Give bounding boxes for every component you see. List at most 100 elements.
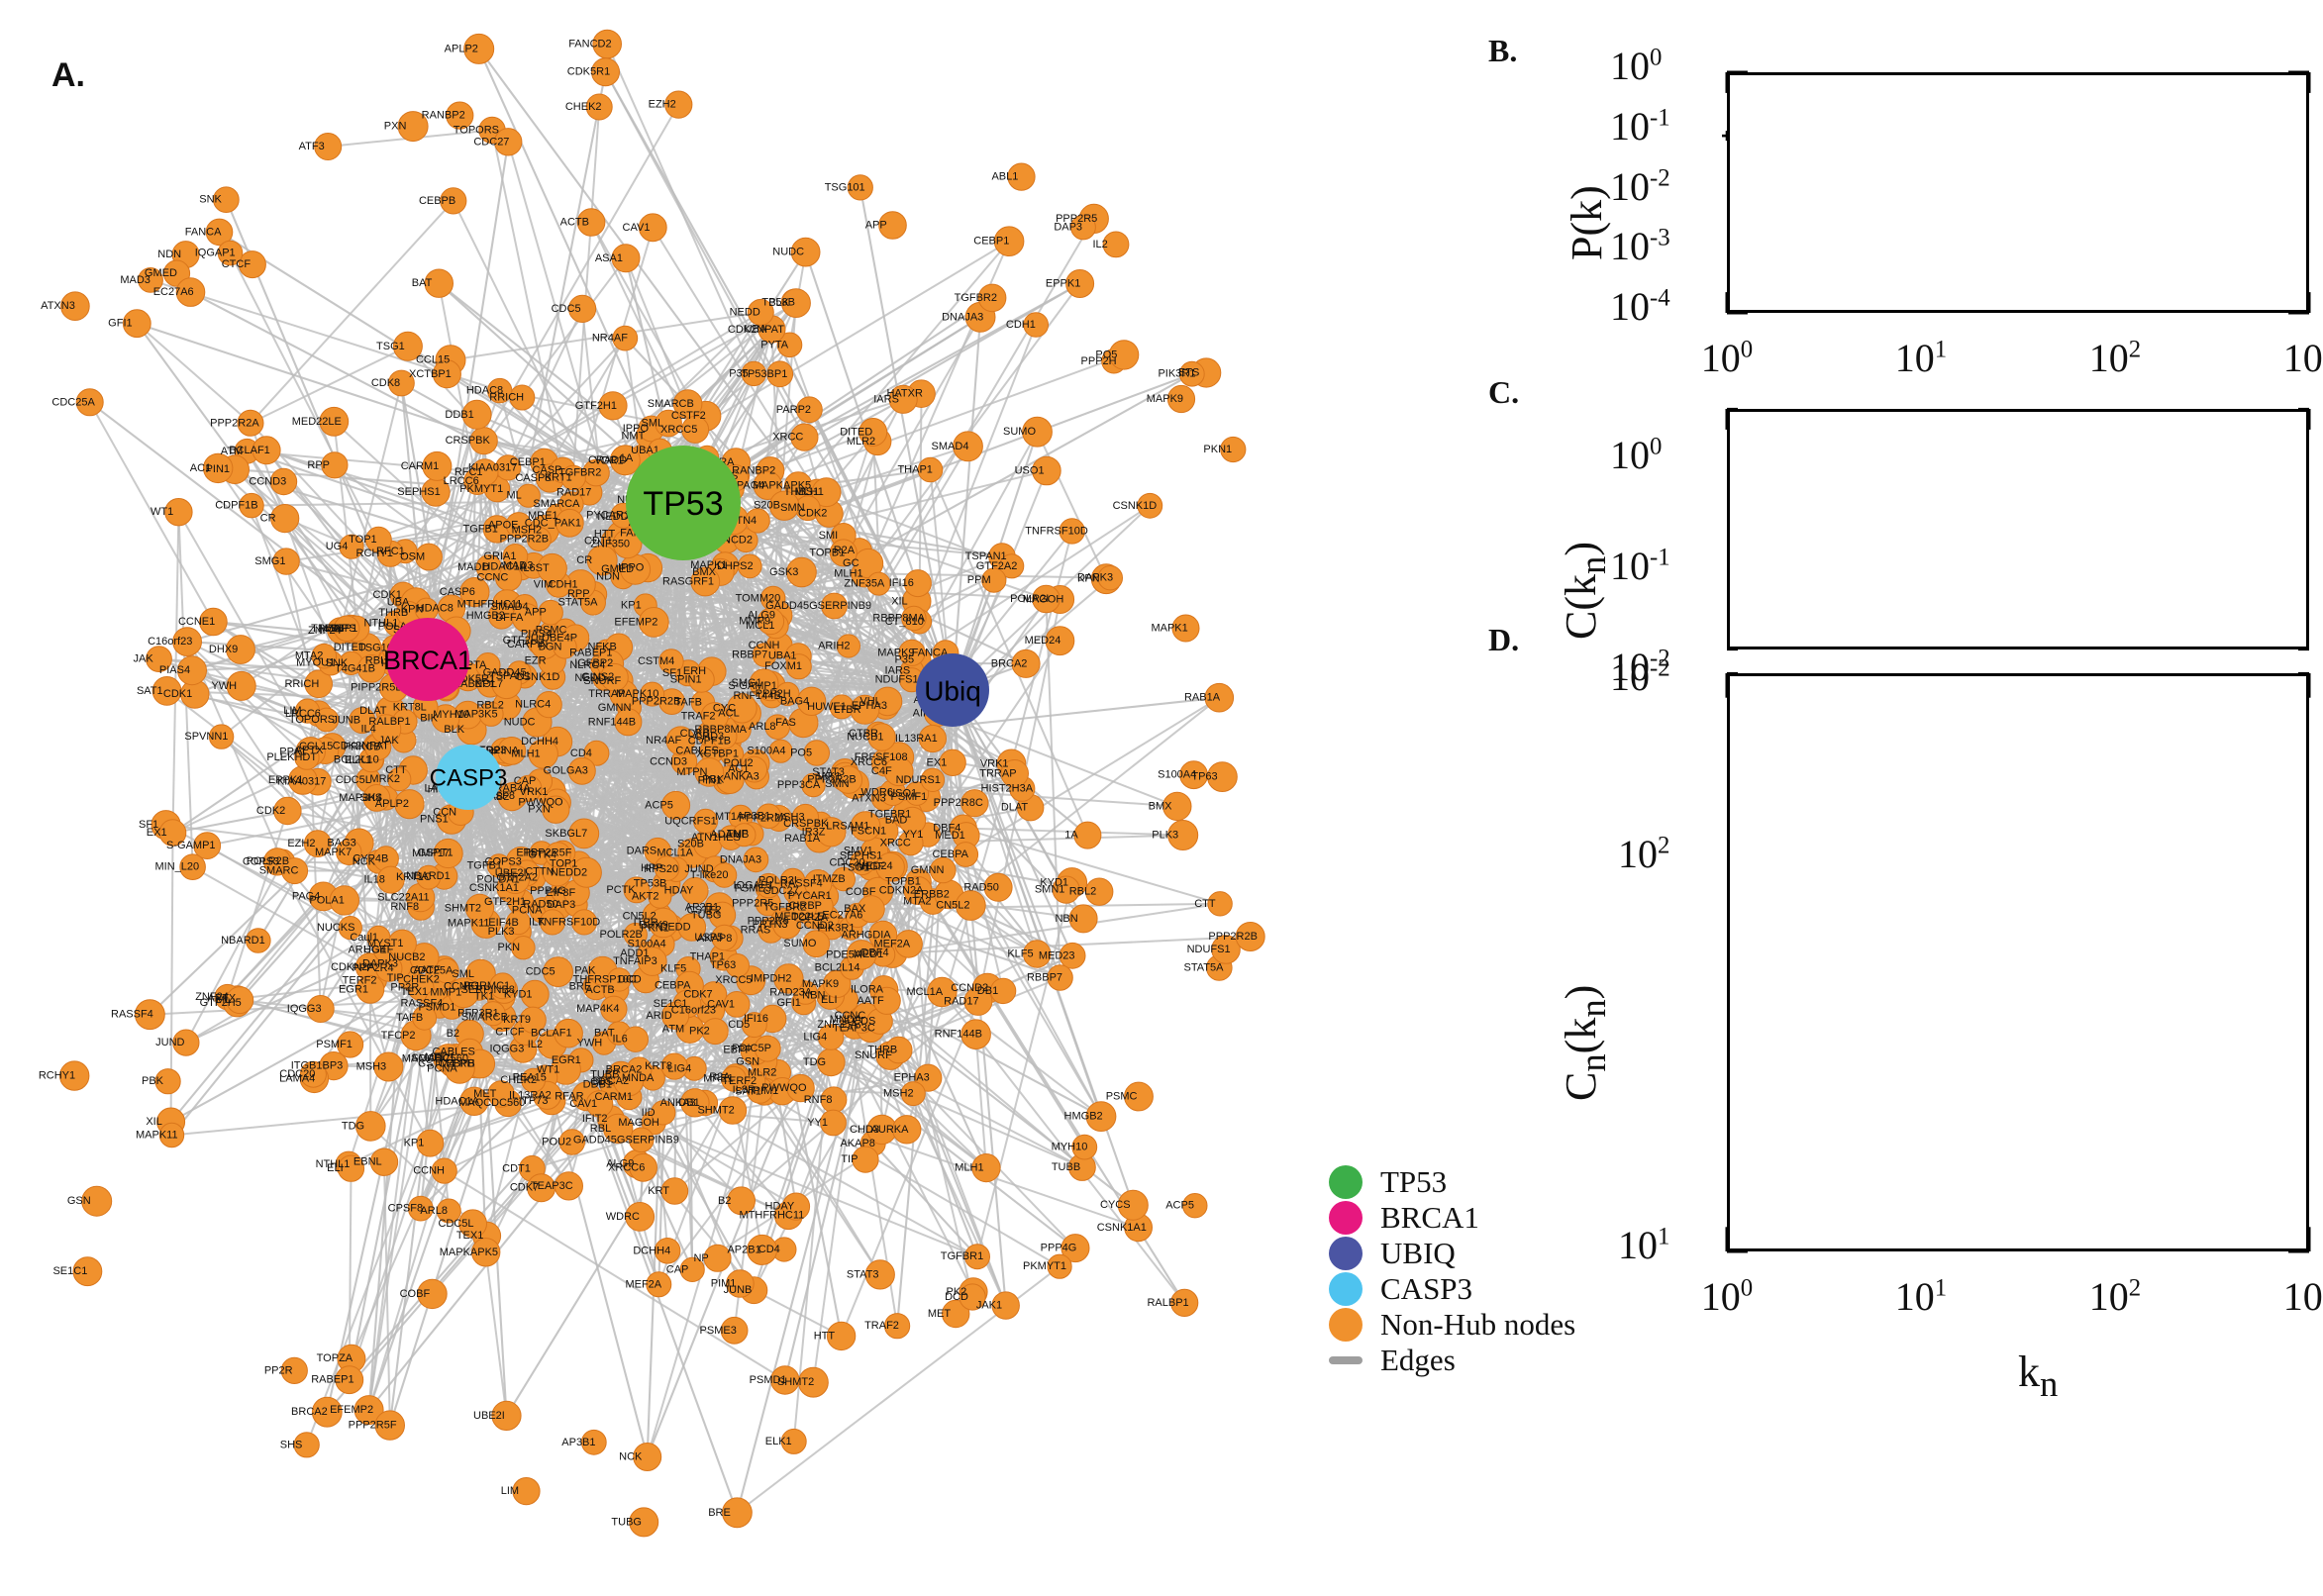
network-node[interactable]	[394, 789, 425, 820]
network-node[interactable]	[542, 795, 570, 824]
network-node[interactable]	[474, 652, 501, 678]
network-node[interactable]	[654, 855, 680, 881]
network-node[interactable]	[431, 1157, 457, 1184]
network-node[interactable]	[756, 872, 781, 899]
network-node[interactable]	[362, 784, 391, 812]
network-node[interactable]	[821, 592, 848, 620]
network-node[interactable]	[732, 823, 757, 848]
network-node[interactable]	[613, 1065, 645, 1097]
network-node[interactable]	[304, 669, 334, 699]
network-node[interactable]	[711, 862, 738, 888]
network-node[interactable]	[294, 745, 320, 770]
network-node[interactable]	[857, 895, 885, 924]
network-node[interactable]	[433, 838, 463, 869]
network-node[interactable]	[791, 803, 820, 832]
network-node[interactable]	[623, 876, 651, 904]
network-node[interactable]	[407, 973, 435, 1002]
network-node[interactable]	[640, 681, 665, 707]
network-node[interactable]	[392, 331, 423, 361]
network-node[interactable]	[459, 1086, 489, 1117]
network-node[interactable]	[370, 714, 402, 745]
network-node[interactable]	[567, 756, 596, 785]
network-node[interactable]	[1073, 821, 1102, 849]
network-node[interactable]	[415, 543, 443, 571]
network-node[interactable]	[660, 1052, 688, 1080]
network-node[interactable]	[803, 869, 833, 898]
network-node[interactable]	[680, 1088, 710, 1118]
network-node[interactable]	[801, 772, 826, 798]
network-node[interactable]	[554, 1018, 583, 1048]
network-node[interactable]	[623, 922, 648, 948]
network-node[interactable]	[535, 691, 562, 719]
network-node[interactable]	[272, 548, 300, 575]
network-node[interactable]	[888, 384, 918, 414]
network-node[interactable]	[927, 976, 958, 1008]
network-node[interactable]	[688, 666, 715, 693]
network-node[interactable]	[894, 930, 923, 958]
network-node[interactable]	[1032, 584, 1060, 614]
network-node[interactable]	[831, 866, 856, 892]
network-node[interactable]	[658, 648, 684, 674]
network-node[interactable]	[625, 1202, 656, 1232]
network-node[interactable]	[407, 1195, 434, 1222]
network-node[interactable]	[511, 936, 536, 960]
network-node[interactable]	[752, 643, 777, 667]
network-node[interactable]	[654, 1238, 681, 1264]
network-node[interactable]	[883, 756, 914, 787]
network-node[interactable]	[570, 909, 598, 936]
network-node[interactable]	[786, 1073, 815, 1103]
network-node[interactable]	[898, 806, 927, 835]
network-node[interactable]	[677, 913, 707, 942]
network-node[interactable]	[193, 832, 222, 859]
network-node[interactable]	[816, 817, 847, 848]
network-node[interactable]	[422, 450, 453, 481]
network-node[interactable]	[661, 790, 691, 820]
network-node[interactable]	[303, 830, 332, 857]
network-node[interactable]	[920, 767, 946, 792]
network-node[interactable]	[786, 556, 817, 588]
network-node[interactable]	[586, 545, 618, 576]
network-node[interactable]	[610, 445, 641, 476]
network-node[interactable]	[337, 1154, 365, 1182]
network-node[interactable]	[614, 708, 643, 737]
network-node[interactable]	[776, 332, 803, 358]
network-node[interactable]	[555, 508, 584, 538]
network-node[interactable]	[545, 842, 571, 868]
network-node[interactable]	[637, 947, 667, 976]
network-node[interactable]	[333, 615, 360, 643]
network-node[interactable]	[850, 811, 881, 842]
network-node[interactable]	[497, 782, 527, 812]
network-node[interactable]	[867, 723, 896, 751]
network-node[interactable]	[464, 893, 495, 923]
network-node[interactable]	[754, 1035, 781, 1062]
network-node[interactable]	[898, 639, 926, 666]
network-node[interactable]	[1023, 940, 1052, 968]
network-node[interactable]	[600, 662, 629, 692]
network-node[interactable]	[502, 544, 529, 569]
network-node[interactable]	[506, 910, 531, 936]
network-node[interactable]	[700, 981, 728, 1008]
network-node[interactable]	[711, 924, 738, 951]
network-node[interactable]	[448, 977, 479, 1009]
network-node[interactable]	[787, 892, 817, 923]
network-node[interactable]	[585, 1090, 614, 1118]
network-node[interactable]	[768, 739, 793, 763]
network-node[interactable]	[416, 864, 442, 890]
network-node[interactable]	[480, 1001, 506, 1027]
network-node[interactable]	[701, 1018, 729, 1046]
network-node[interactable]	[918, 724, 948, 753]
network-node[interactable]	[226, 635, 255, 664]
network-node[interactable]	[725, 953, 750, 978]
network-node[interactable]	[336, 839, 362, 865]
network-node[interactable]	[172, 627, 203, 656]
network-node[interactable]	[478, 701, 504, 727]
network-node[interactable]	[387, 767, 412, 792]
network-node[interactable]	[834, 765, 863, 794]
network-node[interactable]	[718, 1096, 748, 1125]
network-node[interactable]	[489, 972, 517, 1000]
network-node[interactable]	[796, 686, 827, 716]
network-node[interactable]	[543, 956, 573, 987]
network-node[interactable]	[487, 1080, 515, 1108]
network-node[interactable]	[999, 553, 1025, 579]
network-node[interactable]	[960, 789, 989, 818]
